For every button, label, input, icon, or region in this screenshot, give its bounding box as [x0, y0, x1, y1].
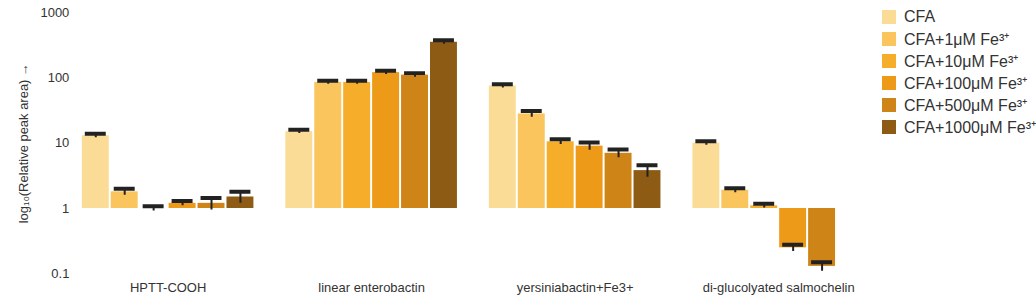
svg-text:10: 10: [55, 135, 69, 150]
html-text:CFA+500μM Fe³⁺: CFA+500μM Fe³⁺: [904, 97, 1028, 114]
html-text:CFA: CFA: [904, 8, 936, 25]
svg-text:HPTT-COOH: HPTT-COOH: [130, 280, 206, 295]
svg-text:100: 100: [48, 70, 70, 85]
html-text:CFA+100μM Fe³⁺: CFA+100μM Fe³⁺: [904, 75, 1028, 92]
html-text:CFA+1000μM Fe³⁺: CFA+1000μM Fe³⁺: [904, 119, 1036, 136]
svg-text:1: 1: [62, 201, 69, 216]
svg-text:0.1: 0.1: [51, 266, 69, 281]
svg-text:linear enterobactin: linear enterobactin: [318, 280, 425, 295]
svg-text:log₁₀(Relative peak area) →: log₁₀(Relative peak area) →: [16, 63, 31, 223]
html-text:CFA+10μM Fe³⁺: CFA+10μM Fe³⁺: [904, 53, 1019, 70]
html-text:CFA+1μM Fe³⁺: CFA+1μM Fe³⁺: [904, 31, 1010, 48]
svg-text:di-glucolyated salmochelin: di-glucolyated salmochelin: [703, 280, 855, 295]
svg-text:1000: 1000: [41, 5, 70, 20]
svg-text:yersiniabactin+Fe3+: yersiniabactin+Fe3+: [517, 280, 634, 295]
